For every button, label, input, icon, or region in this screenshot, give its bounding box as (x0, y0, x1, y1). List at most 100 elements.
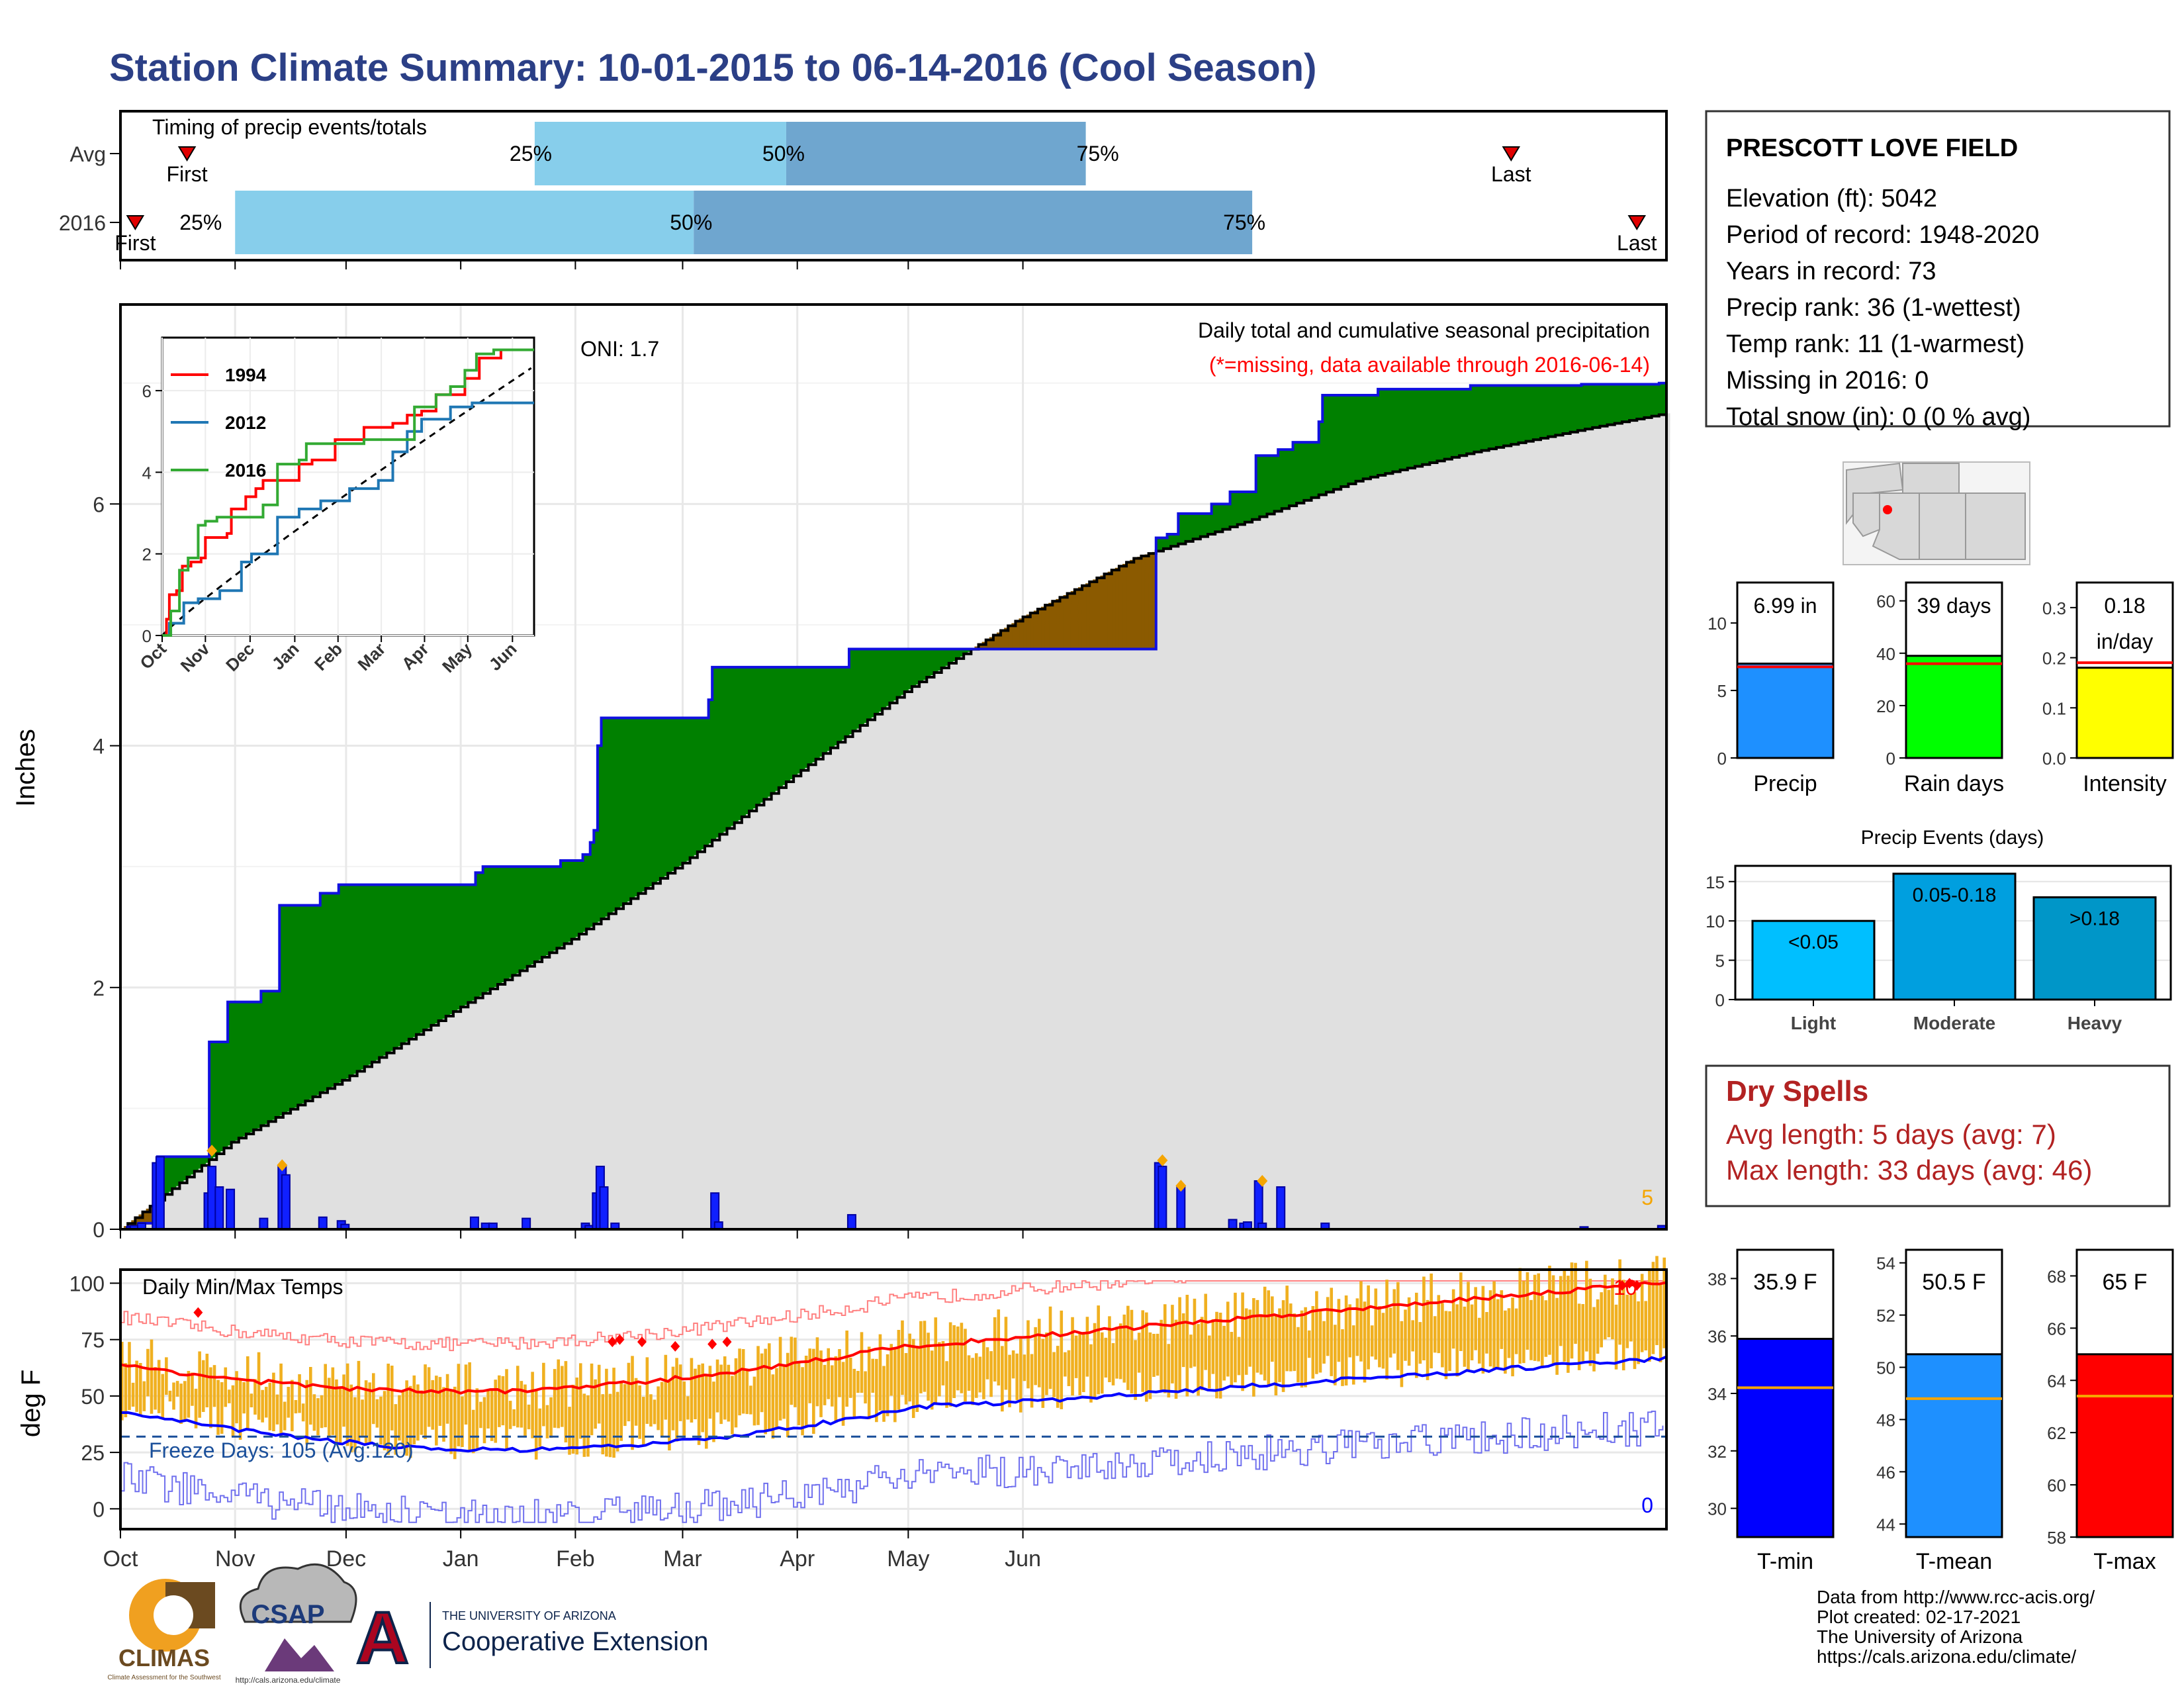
precip-ytick: 2 (93, 976, 105, 1000)
station-line: Total snow (in): 0 (0 % avg) (1726, 403, 2030, 431)
temp-ylabel: deg F (17, 1370, 46, 1437)
temp-summary-value: 35.9 F (1753, 1270, 1817, 1295)
summary-ytick: 10 (1707, 614, 1727, 633)
summary-value-text: 6.99 in (1753, 594, 1817, 618)
summary-ytick: 0.0 (2042, 749, 2066, 769)
temp-summary-ytick: 62 (2047, 1423, 2066, 1443)
summary-ytick: 0 (1886, 749, 1895, 769)
events-frame (1734, 865, 2172, 1001)
precip-ytick: 0 (93, 1218, 105, 1242)
inset-frame (161, 336, 535, 637)
dry-spells-title: Dry Spells (1726, 1075, 1868, 1107)
daily-precip-bar (1276, 1186, 1286, 1230)
record-low-line (120, 1410, 1664, 1523)
precip-ylabel: Inches (11, 729, 40, 807)
timing-bar-q25-q50 (534, 122, 786, 185)
timing-p75: 75% (1223, 211, 1265, 234)
footer-line: Data from http://www.rcc-acis.org/ (1817, 1587, 2095, 1607)
inset-ytick: 2 (142, 545, 152, 565)
legend-label: 1994 (225, 365, 267, 385)
daily-precip-bar (281, 1174, 291, 1230)
timing-bar-q50-q75 (786, 122, 1086, 185)
record-marker (1632, 1280, 1642, 1291)
first-marker (126, 215, 145, 230)
daily-precip-bar (1176, 1186, 1186, 1230)
summary-ytick: 5 (1717, 681, 1727, 701)
temp-summary-ytick: 38 (1707, 1269, 1727, 1289)
timing-bar-q50-q75 (694, 191, 1253, 254)
heavy-day-marker (206, 1145, 218, 1157)
summary-label: Precip (1753, 771, 1817, 796)
climas-logo-inner (154, 1595, 193, 1635)
avg-cumulative-line (120, 413, 1668, 1231)
month-label: Jan (443, 1546, 479, 1571)
last-label: Last (1617, 231, 1657, 255)
freeze-days-label: Freeze Days: 105 (Avg:120) (149, 1438, 414, 1462)
csap-logo-subtext: http://cals.arizona.edu/climate (236, 1675, 341, 1685)
daily-precip-bar (522, 1217, 531, 1230)
dry-spells-max: Max length: 33 days (avg: 46) (1726, 1154, 2092, 1186)
csap-cloud-icon (239, 1563, 357, 1623)
events-ytick: 5 (1715, 951, 1725, 971)
daily-precip-bar (226, 1188, 236, 1231)
temp-summary-bars: 35.9 F 30 32 34 36 38 T-min 50.5 F 44 46 48 50 52 54 T… (1707, 1248, 2174, 1574)
event-bar (1751, 919, 1876, 1001)
precip-ytick: 4 (93, 735, 105, 759)
inset-line-2012 (162, 401, 534, 637)
record-marker (1617, 1280, 1627, 1291)
temp-summary-ytick: 60 (2047, 1476, 2066, 1495)
timing-row-label: Avg (69, 142, 106, 166)
temp-ytick: 100 (69, 1272, 105, 1295)
record-marker (608, 1336, 617, 1348)
temp-summary-ytick: 52 (1876, 1306, 1895, 1326)
map-az (1872, 492, 1920, 560)
temp-summary-ytick: 32 (1707, 1442, 1727, 1462)
map-tx (1965, 492, 2026, 560)
daily-precip-bar (259, 1217, 269, 1230)
climas-logo-text: CLIMAS (118, 1644, 210, 1671)
record-count-label: 10 (1614, 1276, 1637, 1299)
summary-value-text: 39 days (1917, 594, 1991, 618)
month-label: Feb (556, 1546, 595, 1571)
timing-p50: 50% (762, 142, 805, 165)
record-marker (615, 1334, 625, 1345)
heavy-day-marker (1175, 1180, 1187, 1192)
temp-summary-label: T-mean (1916, 1549, 1992, 1574)
month-label: May (887, 1546, 929, 1571)
daily-precip-bar (846, 1214, 856, 1231)
temp-summary-value: 50.5 F (1922, 1270, 1985, 1295)
zero-label: 0 (1641, 1493, 1653, 1517)
temp-heading: Daily Min/Max Temps (142, 1275, 343, 1299)
timing-heading: Timing of precip events/totals (152, 115, 427, 139)
map-ca (1846, 462, 1904, 525)
map-co (1902, 463, 1960, 494)
daily-precip-bar (1228, 1219, 1238, 1231)
ua-big-text: Cooperative Extension (442, 1627, 708, 1656)
summary-value-bar (1736, 663, 1835, 759)
temp-summary-bar (2075, 1353, 2174, 1538)
temp-ytick: 25 (81, 1441, 105, 1465)
daily-precip-bar (1158, 1166, 1167, 1231)
legend-label: 2012 (225, 412, 266, 433)
last-label: Last (1491, 162, 1531, 186)
station-line: Period of record: 1948-2020 (1726, 221, 2039, 249)
cumulative-2016-line (120, 381, 1668, 1231)
station-line: Years in record: 73 (1726, 258, 1936, 285)
month-label: Dec (326, 1546, 366, 1571)
inset-ytick: 0 (142, 626, 152, 646)
summary-ytick: 60 (1876, 592, 1895, 612)
inset-ytick: 6 (142, 381, 152, 401)
temp-summary-ytick: 54 (1876, 1254, 1895, 1274)
map-nv (1852, 492, 1880, 538)
temp-summary-label: T-min (1757, 1549, 1813, 1574)
normal-max-line (120, 1281, 1667, 1395)
precip-ytick: 6 (93, 492, 105, 516)
last-marker (1502, 146, 1521, 162)
events-ytick: 15 (1706, 872, 1725, 892)
temp-summary-ytick: 68 (2047, 1266, 2066, 1286)
temp-summary-ytick: 64 (2047, 1371, 2066, 1391)
inset-avg-line (161, 367, 532, 637)
event-bar (2032, 896, 2157, 1001)
